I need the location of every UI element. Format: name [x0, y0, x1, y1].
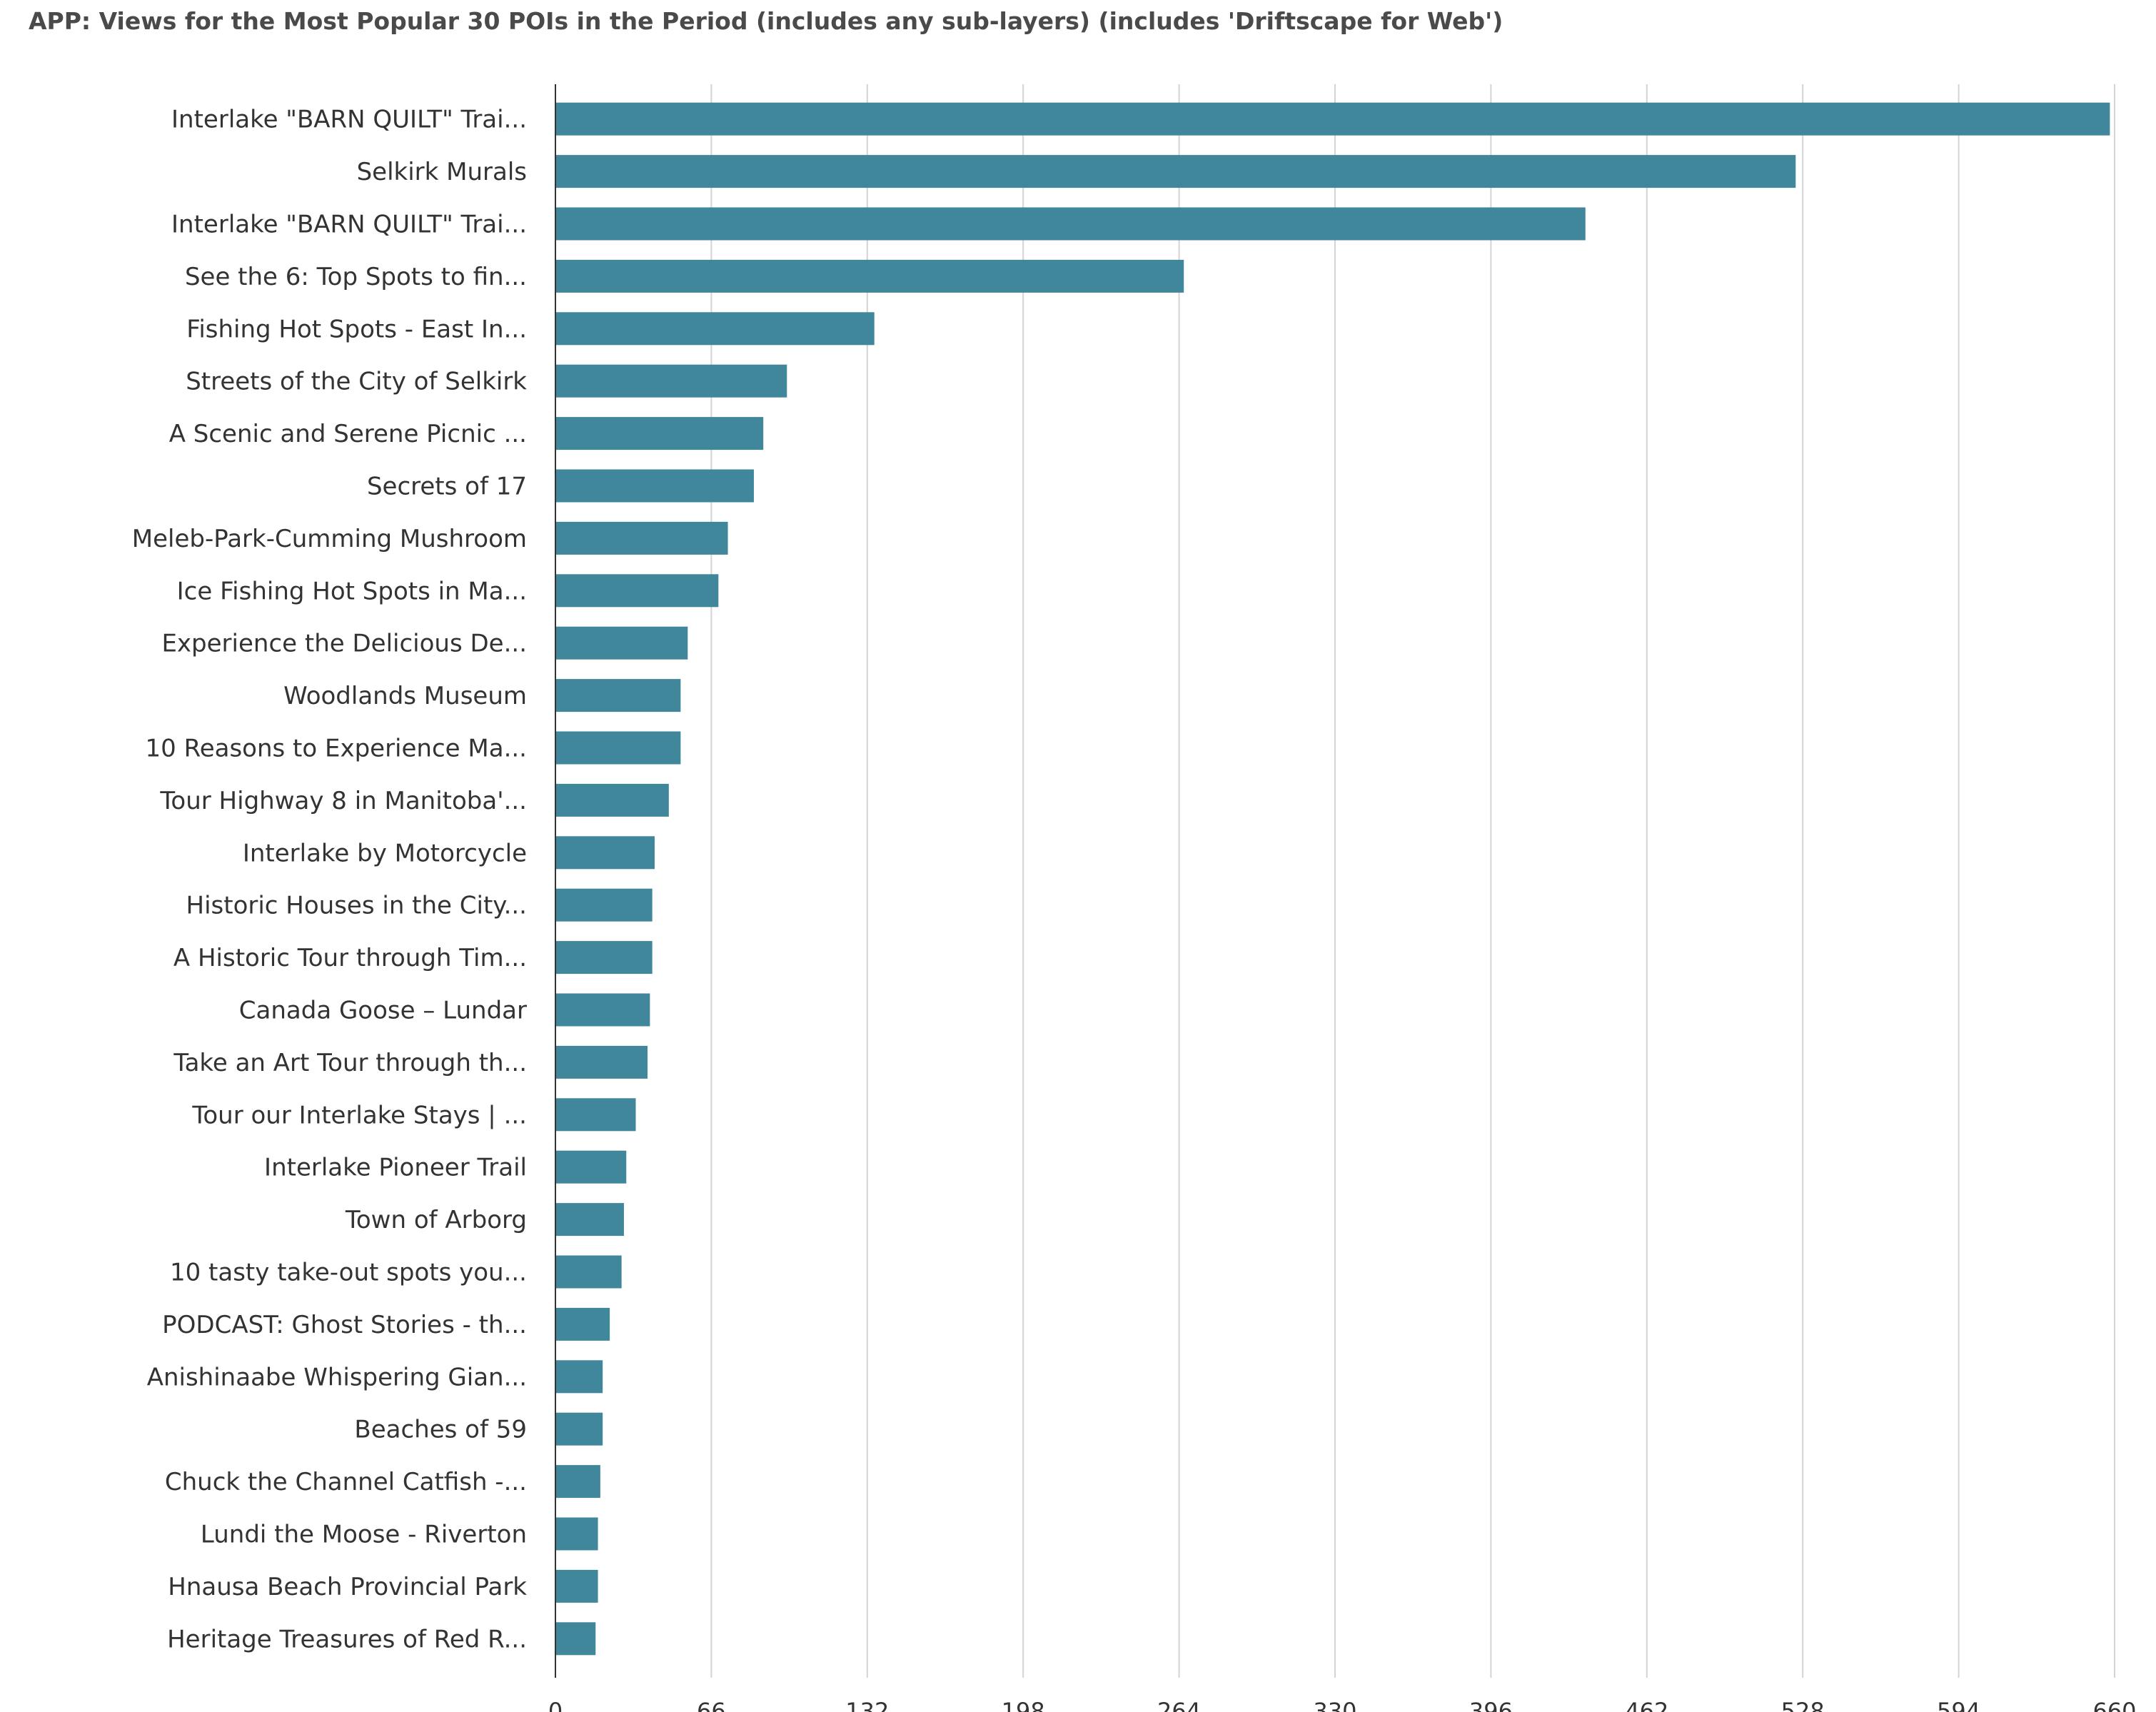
category-label: Tour Highway 8 in Manitoba'... — [159, 787, 527, 815]
x-tick-label: 396 — [1469, 1698, 1513, 1712]
bar[interactable] — [555, 521, 728, 555]
bar[interactable] — [555, 626, 688, 660]
x-tick-label: 0 — [548, 1698, 563, 1712]
x-tick-label: 330 — [1313, 1698, 1356, 1712]
bar[interactable] — [555, 207, 1586, 241]
bar[interactable] — [555, 941, 653, 975]
category-label: Streets of the City of Selkirk — [186, 368, 527, 396]
bar[interactable] — [555, 312, 875, 346]
bar[interactable] — [555, 731, 681, 765]
bar[interactable] — [555, 993, 650, 1027]
bar[interactable] — [555, 1045, 648, 1079]
category-label: Secrets of 17 — [367, 473, 527, 501]
category-label: Tour our Interlake Stays | ... — [191, 1101, 527, 1129]
bar[interactable] — [555, 469, 754, 503]
category-label: Fishing Hot Spots - East In... — [186, 315, 527, 343]
x-tick-label: 462 — [1625, 1698, 1668, 1712]
x-tick-label: 66 — [697, 1698, 726, 1712]
category-label: Take an Art Tour through th... — [173, 1049, 527, 1077]
category-label: PODCAST: Ghost Stories - th... — [162, 1311, 527, 1339]
x-tick-label: 528 — [1781, 1698, 1825, 1712]
bar[interactable] — [555, 574, 719, 608]
chart-title: APP: Views for the Most Popular 30 POIs … — [29, 7, 1503, 35]
bar[interactable] — [555, 1569, 598, 1603]
bar[interactable] — [555, 155, 1796, 188]
bar[interactable] — [555, 1255, 622, 1289]
category-label: Town of Arborg — [345, 1206, 527, 1234]
bar[interactable] — [555, 102, 2110, 136]
bar[interactable] — [555, 1412, 603, 1446]
bar[interactable] — [555, 783, 669, 817]
category-label: Interlake "BARN QUILT" Trai... — [171, 106, 527, 134]
bar[interactable] — [555, 364, 787, 398]
bar[interactable] — [555, 1203, 624, 1237]
bar[interactable] — [555, 1307, 610, 1341]
category-label: Interlake "BARN QUILT" Trai... — [171, 211, 527, 239]
category-labels: Interlake "BARN QUILT" Trai... Selkirk Mu… — [132, 106, 528, 1654]
bars — [555, 102, 2110, 1656]
category-label: A Historic Tour through Tim... — [173, 944, 527, 972]
bar[interactable] — [555, 417, 764, 450]
x-tick-label: 198 — [1002, 1698, 1045, 1712]
category-label: Interlake Pioneer Trail — [264, 1154, 527, 1182]
category-label: See the 6: Top Spots to fin... — [185, 263, 527, 291]
bar[interactable] — [555, 1150, 627, 1184]
category-label: Lundi the Moose - Riverton — [201, 1521, 527, 1549]
category-label: Ice Fishing Hot Spots in Ma... — [177, 577, 527, 605]
category-label: Woodlands Museum — [283, 682, 527, 710]
bar[interactable] — [555, 259, 1184, 293]
bar[interactable] — [555, 1465, 600, 1499]
category-label: Experience the Delicious De... — [161, 630, 527, 658]
category-label: A Scenic and Serene Picnic ... — [169, 420, 527, 448]
category-label: 10 tasty take-out spots you... — [170, 1259, 527, 1287]
category-label: Anishinaabe Whispering Gian... — [147, 1363, 527, 1391]
category-label: 10 Reasons to Experience Ma... — [146, 735, 527, 763]
bar[interactable] — [555, 1517, 598, 1551]
category-label: Selkirk Murals — [357, 158, 527, 186]
x-tick-label: 660 — [2092, 1698, 2136, 1712]
x-tick-label: 132 — [845, 1698, 889, 1712]
bar[interactable] — [555, 1098, 636, 1132]
bar[interactable] — [555, 1622, 596, 1656]
x-axis-ticks: 0 66 132 198 264 330 396 462 528 594 660 — [548, 1698, 2137, 1712]
category-label: Meleb-Park-Cumming Mushroom — [132, 525, 527, 553]
bar[interactable] — [555, 888, 653, 922]
category-label: Canada Goose – Lundar — [239, 997, 527, 1025]
category-label: Historic Houses in the City... — [186, 892, 527, 920]
x-tick-label: 264 — [1157, 1698, 1201, 1712]
bar[interactable] — [555, 1360, 603, 1394]
bar[interactable] — [555, 836, 655, 870]
bar[interactable] — [555, 679, 681, 713]
x-tick-label: 594 — [1937, 1698, 1980, 1712]
category-label: Interlake by Motorcycle — [243, 839, 527, 867]
gridlines — [710, 84, 2115, 1678]
category-label: Heritage Treasures of Red R... — [167, 1625, 527, 1653]
category-label: Hnausa Beach Provincial Park — [168, 1573, 527, 1601]
category-label: Beaches of 59 — [354, 1416, 527, 1444]
category-label: Chuck the Channel Catfish -... — [165, 1468, 527, 1496]
